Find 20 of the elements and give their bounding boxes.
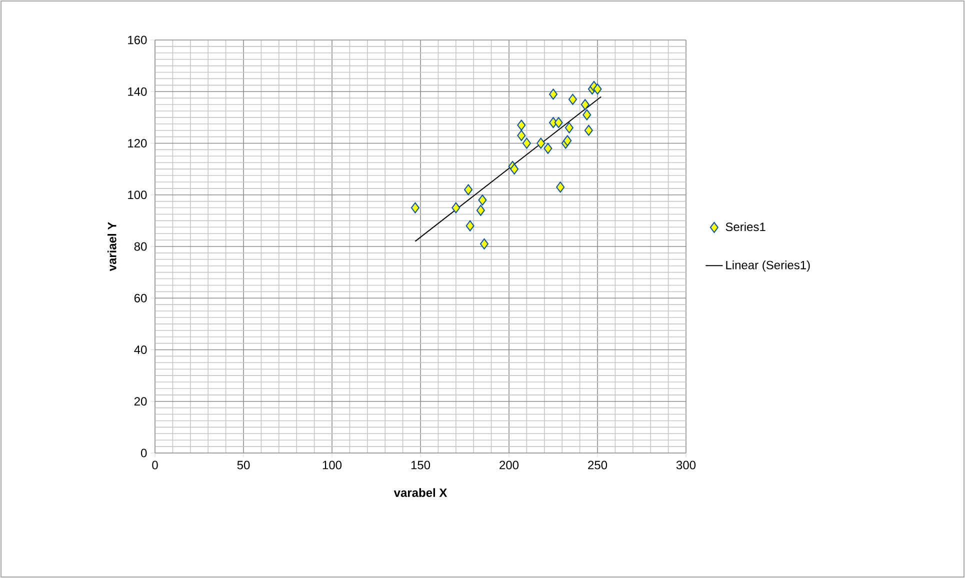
x-tick-label: 200 [500, 460, 519, 470]
x-tick-label: 50 [237, 460, 250, 470]
x-tick-label: 300 [676, 460, 696, 470]
y-tick-label: 80 [134, 242, 147, 251]
y-tick-label: 100 [128, 190, 147, 200]
x-tick-label: 0 [152, 460, 158, 470]
y-axis-title: variael Y [108, 222, 116, 272]
x-tick-label: 100 [322, 460, 342, 470]
y-tick-label: 120 [128, 139, 147, 148]
legend-label: Linear (Series1) [726, 260, 810, 272]
y-tick-label: 140 [128, 87, 147, 96]
y-tick-label: 40 [134, 346, 147, 354]
x-tick-label: 150 [411, 460, 430, 470]
y-tick-label: 0 [141, 448, 147, 458]
y-tick-label: 20 [134, 397, 147, 406]
x-tick-label: 250 [588, 460, 608, 470]
x-axis-title: varabel X [394, 488, 448, 497]
y-tick-label: 160 [128, 36, 147, 44]
y-tick-label: 60 [134, 294, 147, 302]
legend-label: Series1 [726, 222, 766, 232]
